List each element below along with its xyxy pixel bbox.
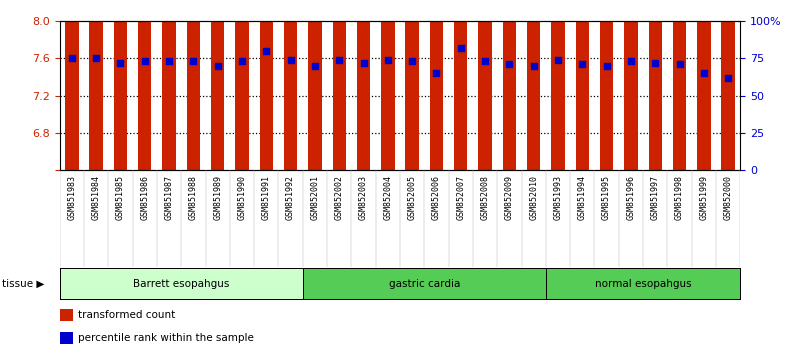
Text: GSM852006: GSM852006 xyxy=(432,175,441,220)
Text: GSM851992: GSM851992 xyxy=(286,175,295,220)
Text: GSM851993: GSM851993 xyxy=(553,175,563,220)
Point xyxy=(114,60,127,66)
Text: Barrett esopahgus: Barrett esopahgus xyxy=(133,279,229,289)
Text: gastric cardia: gastric cardia xyxy=(388,279,460,289)
Text: GSM851987: GSM851987 xyxy=(165,175,174,220)
Text: transformed count: transformed count xyxy=(79,310,176,320)
Text: GSM852003: GSM852003 xyxy=(359,175,368,220)
Text: GSM851983: GSM851983 xyxy=(68,175,76,220)
Bar xyxy=(600,0,613,170)
Bar xyxy=(302,268,546,299)
Point xyxy=(260,48,273,54)
Text: tissue ▶: tissue ▶ xyxy=(2,279,44,289)
Text: GSM851985: GSM851985 xyxy=(116,175,125,220)
Point xyxy=(600,63,613,69)
Text: GSM852005: GSM852005 xyxy=(408,175,416,220)
Text: GSM852004: GSM852004 xyxy=(384,175,392,220)
Text: GSM851984: GSM851984 xyxy=(92,175,100,220)
Text: GSM851995: GSM851995 xyxy=(602,175,611,220)
Point xyxy=(455,45,467,51)
Text: GSM852000: GSM852000 xyxy=(724,175,732,220)
Bar xyxy=(60,268,302,299)
Text: GSM852008: GSM852008 xyxy=(481,175,490,220)
Bar xyxy=(454,0,467,170)
Text: GSM852002: GSM852002 xyxy=(335,175,344,220)
Text: GSM851999: GSM851999 xyxy=(700,175,708,220)
Bar xyxy=(381,0,395,170)
Point xyxy=(65,56,78,61)
Bar xyxy=(308,0,322,170)
Bar xyxy=(624,0,638,170)
Bar xyxy=(430,0,443,170)
Bar xyxy=(60,309,73,321)
Bar xyxy=(721,0,735,170)
Text: GSM851998: GSM851998 xyxy=(675,175,684,220)
Bar xyxy=(503,0,516,170)
Bar xyxy=(162,0,176,170)
Text: GSM851994: GSM851994 xyxy=(578,175,587,220)
Point xyxy=(478,58,491,64)
Point xyxy=(284,57,297,63)
Bar xyxy=(673,0,686,170)
Bar xyxy=(576,0,589,170)
Point xyxy=(697,70,710,76)
Bar xyxy=(187,0,200,170)
Bar xyxy=(527,0,540,170)
Text: GSM852009: GSM852009 xyxy=(505,175,514,220)
Text: GSM851990: GSM851990 xyxy=(237,175,247,220)
Point xyxy=(381,57,394,63)
Bar xyxy=(65,0,79,170)
Text: GSM852010: GSM852010 xyxy=(529,175,538,220)
Bar xyxy=(138,0,151,170)
Text: GSM852001: GSM852001 xyxy=(310,175,319,220)
Text: GSM851988: GSM851988 xyxy=(189,175,198,220)
Point xyxy=(430,70,443,76)
Text: GSM851997: GSM851997 xyxy=(650,175,660,220)
Bar xyxy=(478,0,492,170)
Bar xyxy=(60,332,73,344)
Bar xyxy=(649,0,662,170)
Text: GSM851989: GSM851989 xyxy=(213,175,222,220)
Point xyxy=(649,60,661,66)
Point xyxy=(333,57,345,63)
Point xyxy=(211,63,224,69)
Bar xyxy=(546,268,740,299)
Bar xyxy=(89,0,103,170)
Point xyxy=(625,58,638,64)
Point xyxy=(90,56,103,61)
Bar xyxy=(357,0,370,170)
Point xyxy=(236,58,248,64)
Point xyxy=(406,58,419,64)
Bar xyxy=(259,0,273,170)
Point xyxy=(162,58,175,64)
Bar xyxy=(211,0,224,170)
Point xyxy=(139,58,151,64)
Point xyxy=(503,62,516,67)
Text: normal esopahgus: normal esopahgus xyxy=(595,279,692,289)
Point xyxy=(187,58,200,64)
Point xyxy=(527,63,540,69)
Bar xyxy=(284,0,297,170)
Text: percentile rank within the sample: percentile rank within the sample xyxy=(79,333,254,343)
Point xyxy=(552,57,564,63)
Point xyxy=(722,75,735,81)
Point xyxy=(673,62,686,67)
Bar xyxy=(236,0,248,170)
Text: GSM851986: GSM851986 xyxy=(140,175,150,220)
Bar xyxy=(114,0,127,170)
Bar xyxy=(697,0,711,170)
Point xyxy=(576,62,589,67)
Bar xyxy=(405,0,419,170)
Text: GSM851996: GSM851996 xyxy=(626,175,635,220)
Text: GSM851991: GSM851991 xyxy=(262,175,271,220)
Point xyxy=(357,60,370,66)
Bar xyxy=(333,0,346,170)
Text: GSM852007: GSM852007 xyxy=(456,175,465,220)
Point xyxy=(309,63,322,69)
Bar xyxy=(552,0,564,170)
